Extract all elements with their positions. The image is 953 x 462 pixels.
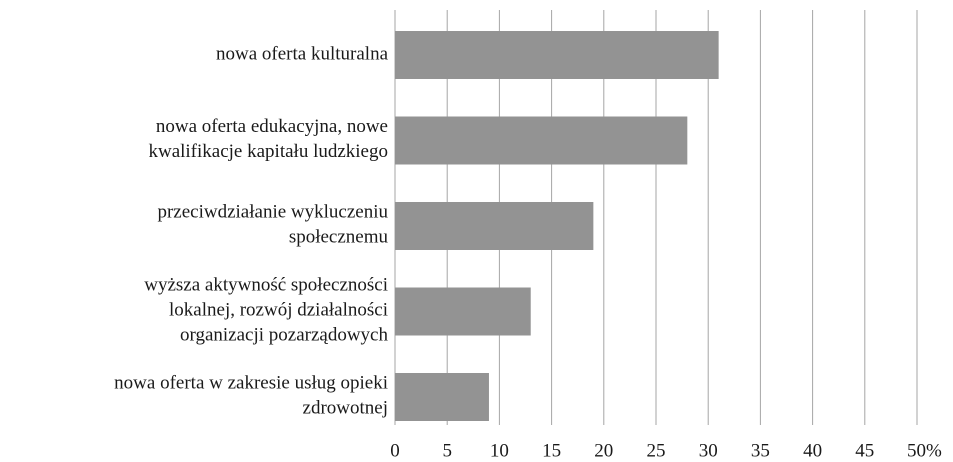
x-tick-label: 15 [542, 440, 561, 461]
x-tick-label: 35 [751, 440, 770, 461]
y-tick-label: nowa oferta w zakresie usług opieki zdrow… [114, 373, 388, 419]
bar [395, 202, 594, 250]
bar [395, 287, 531, 336]
y-tick-label: wyższa aktywność społeczności lokalnej, r… [144, 275, 388, 346]
bar [395, 116, 688, 165]
x-tick-label: 45 [855, 440, 874, 461]
y-tick-label: nowa oferta edukacyjna, nowe kwalifikacje… [148, 116, 388, 162]
x-tick-label: 25 [647, 440, 666, 461]
y-tick-label: przeciwdziałanie wykluczeniu społecznemu [157, 202, 388, 248]
x-tick-label: 30 [699, 440, 718, 461]
x-tick-label: 40 [803, 440, 822, 461]
bar [395, 31, 719, 79]
x-tick-label: 20 [594, 440, 613, 461]
x-tick-label: 0 [390, 440, 400, 461]
bar [395, 373, 489, 421]
y-tick-label: nowa oferta kulturalna [216, 43, 389, 64]
x-tick-label: 5 [442, 440, 452, 461]
x-tick-label: 50% [907, 440, 942, 461]
x-tick-label: 10 [490, 440, 509, 461]
